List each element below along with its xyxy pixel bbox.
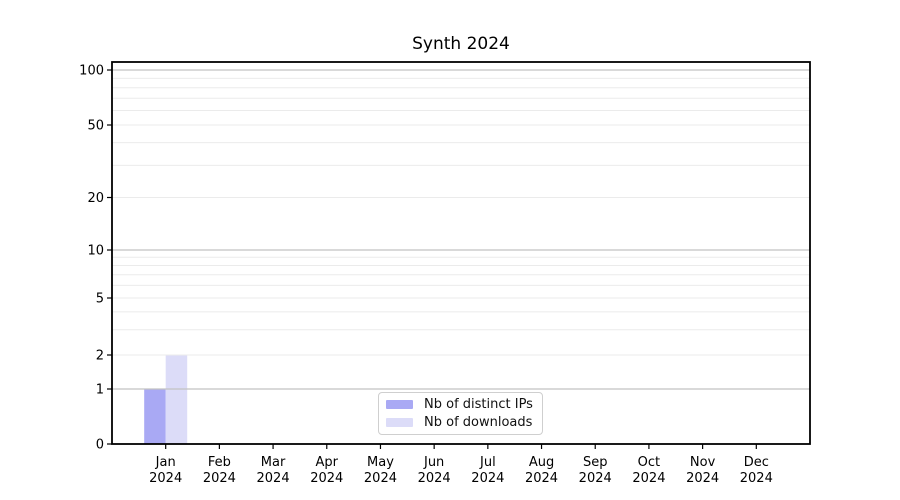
x-tick-label-year: 2024 — [471, 471, 504, 486]
legend: Nb of distinct IPs Nb of downloads — [378, 392, 543, 435]
x-tick-label-month: Jan — [155, 455, 176, 470]
y-tick-label: 0 — [96, 438, 104, 453]
x-tick-label-month: May — [367, 455, 394, 470]
x-tick-label-month: Jul — [479, 455, 496, 470]
x-tick-label-month: Jun — [423, 455, 444, 470]
y-tick-label: 10 — [87, 244, 104, 259]
x-tick-label-year: 2024 — [686, 471, 719, 486]
y-tick-label: 50 — [87, 119, 104, 134]
y-tick-label: 1 — [96, 383, 104, 398]
y-tick-label: 5 — [96, 292, 104, 307]
x-tick-label-month: Nov — [690, 455, 716, 470]
x-tick-label-year: 2024 — [310, 471, 343, 486]
x-tick-label-month: Aug — [529, 455, 554, 470]
x-tick-label-year: 2024 — [740, 471, 773, 486]
x-tick-label-month: Apr — [316, 455, 339, 470]
x-tick-label-month: Feb — [208, 455, 231, 470]
chart-title: Synth 2024 — [412, 34, 510, 54]
x-tick-label-year: 2024 — [257, 471, 290, 486]
x-tick-label-year: 2024 — [364, 471, 397, 486]
y-tick-label: 2 — [96, 349, 104, 364]
x-tick-label-year: 2024 — [418, 471, 451, 486]
x-tick-label-month: Mar — [261, 455, 286, 470]
x-tick-label-year: 2024 — [525, 471, 558, 486]
bar-distinct-ips-jan — [144, 389, 166, 444]
y-tick-label: 20 — [87, 191, 104, 206]
x-tick-label-year: 2024 — [149, 471, 182, 486]
x-tick-label-month: Sep — [583, 455, 608, 470]
y-tick-label: 100 — [79, 64, 104, 79]
x-tick-label-year: 2024 — [632, 471, 665, 486]
legend-item-distinct-ips: Nb of distinct IPs — [386, 397, 536, 412]
x-tick-label-year: 2024 — [203, 471, 236, 486]
legend-label-downloads: Nb of downloads — [424, 414, 533, 430]
distinct-ips-swatch — [386, 400, 413, 410]
bar-downloads-jan — [165, 355, 188, 444]
legend-item-downloads: Nb of downloads — [386, 415, 536, 430]
plot-border — [111, 61, 811, 445]
x-tick-label-month: Dec — [744, 455, 769, 470]
legend-label-distinct-ips: Nb of distinct IPs — [424, 397, 533, 413]
downloads-swatch — [386, 417, 413, 427]
x-tick-label-month: Oct — [638, 455, 660, 470]
x-tick-label-year: 2024 — [579, 471, 612, 486]
